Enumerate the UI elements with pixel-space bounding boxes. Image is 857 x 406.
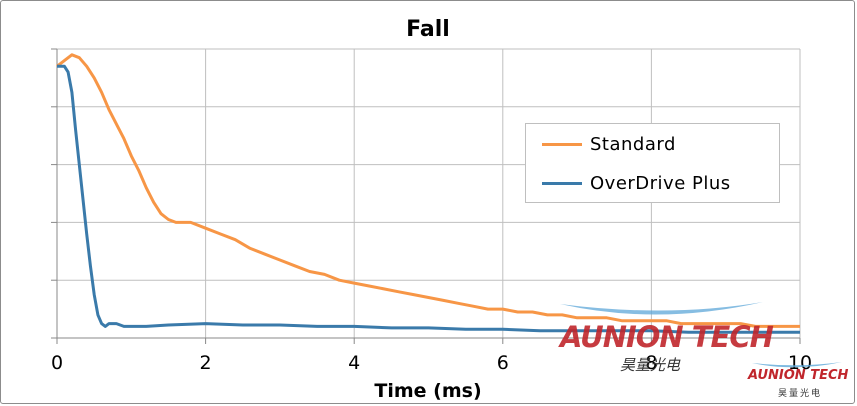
watermark-text-cn: 昊量光电 xyxy=(620,356,681,374)
logo-swoosh xyxy=(752,362,842,368)
x-tick-label: 6 xyxy=(497,352,509,374)
x-tick-label: 8 xyxy=(645,352,657,374)
series-line-standard xyxy=(56,53,800,328)
series-line-overdrive-plus xyxy=(57,64,800,334)
legend-label-standard: Standard xyxy=(590,133,676,155)
x-tick-label: 4 xyxy=(348,352,360,374)
x-tick-label: 10 xyxy=(788,352,812,374)
series-lines xyxy=(56,53,800,334)
corner-logo: AUNION TECH xyxy=(748,368,849,383)
corner-logo-cn: 昊量光电 xyxy=(778,389,823,399)
watermark-swoosh xyxy=(560,302,763,315)
chart-legend: Standard OverDrive Plus xyxy=(525,123,780,203)
x-tick-label: 0 xyxy=(51,352,63,374)
x-axis-label: Time (ms) xyxy=(374,380,481,402)
watermark-text: AUNION TECH xyxy=(560,320,774,354)
x-axis: 0 2 4 6 8 10 xyxy=(51,49,812,374)
chart-title: Fall xyxy=(406,17,450,42)
legend-swatch-standard xyxy=(542,142,582,146)
legend-item-overdrive-plus: OverDrive Plus xyxy=(542,171,731,195)
x-tick-label: 2 xyxy=(200,352,212,374)
legend-swatch-overdrive-plus xyxy=(542,181,582,185)
legend-item-standard: Standard xyxy=(542,132,676,156)
legend-label-overdrive-plus: OverDrive Plus xyxy=(590,172,731,194)
